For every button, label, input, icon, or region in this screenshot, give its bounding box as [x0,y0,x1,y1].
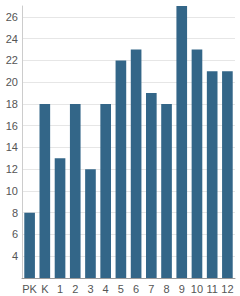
svg-text:26: 26 [6,11,18,23]
svg-text:14: 14 [6,141,18,153]
svg-text:12: 12 [221,283,233,295]
svg-text:10: 10 [6,185,18,197]
svg-text:22: 22 [6,54,18,66]
svg-text:8: 8 [163,283,169,295]
svg-text:K: K [41,283,49,295]
svg-text:PK: PK [22,283,37,295]
svg-text:4: 4 [12,250,18,262]
svg-text:2: 2 [72,283,78,295]
svg-text:24: 24 [6,33,18,45]
svg-text:7: 7 [148,283,154,295]
svg-text:3: 3 [87,283,93,295]
svg-text:16: 16 [6,120,18,132]
svg-text:8: 8 [12,207,18,219]
svg-text:12: 12 [6,163,18,175]
svg-text:6: 6 [133,283,139,295]
svg-text:11: 11 [206,283,217,295]
svg-text:9: 9 [179,283,185,295]
svg-text:5: 5 [118,283,124,295]
svg-text:20: 20 [6,76,18,88]
svg-text:1: 1 [57,283,63,295]
svg-text:4: 4 [103,283,109,295]
svg-text:18: 18 [6,98,18,110]
svg-text:6: 6 [12,228,18,240]
svg-text:10: 10 [191,283,203,295]
